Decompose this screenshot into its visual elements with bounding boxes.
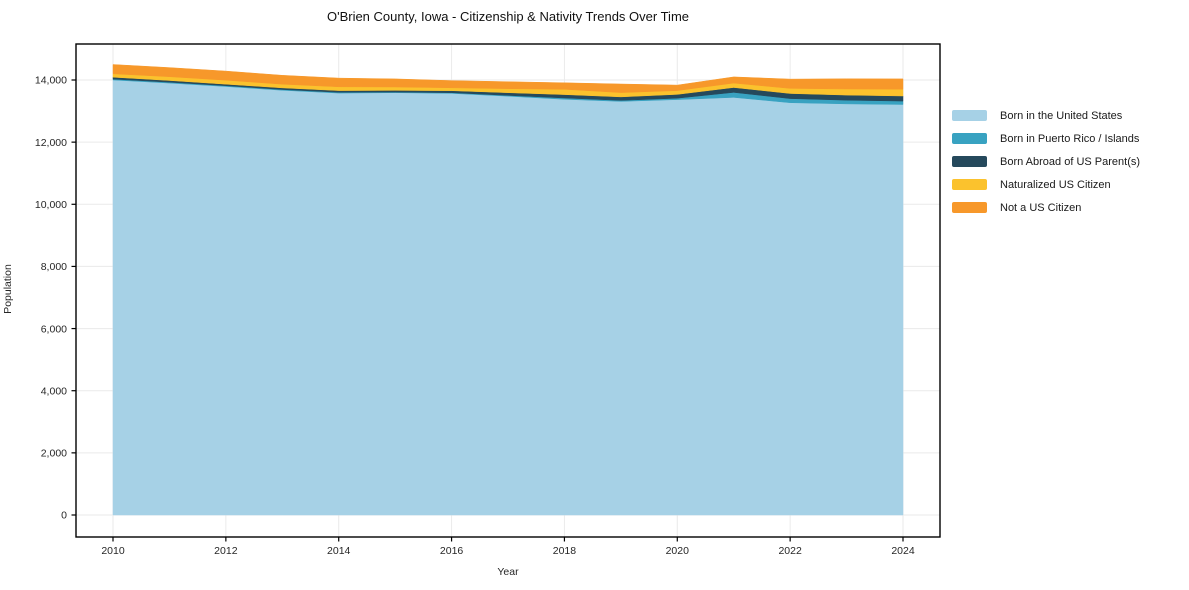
x-tick-label: 2010: [101, 545, 125, 557]
y-axis-label: Population: [2, 264, 14, 314]
x-tick-label: 2014: [327, 545, 351, 557]
x-tick-label: 2022: [778, 545, 802, 557]
legend-swatch-born-in-us: [952, 110, 987, 121]
legend-swatch-naturalized: [952, 179, 987, 190]
legend: Born in the United States Born in Puerto…: [952, 104, 1140, 219]
area-not-a-us-citizen: [112, 64, 904, 93]
legend-label: Not a US Citizen: [1000, 201, 1082, 214]
x-tick-label: 2024: [891, 545, 915, 557]
legend-item: Born in the United States: [952, 104, 1140, 127]
legend-label: Naturalized US Citizen: [1000, 178, 1111, 191]
legend-item: Born in Puerto Rico / Islands: [952, 127, 1140, 150]
legend-label: Born Abroad of US Parent(s): [1000, 155, 1141, 168]
x-tick-label: 2016: [440, 545, 464, 557]
y-tick-label: 0: [61, 510, 67, 522]
y-tick-label: 2,000: [41, 448, 67, 460]
legend-swatch-born-abroad: [952, 156, 987, 167]
x-tick-label: 2020: [666, 545, 690, 557]
y-tick-label: 8,000: [41, 261, 67, 273]
chart-title: O'Brien County, Iowa - Citizenship & Nat…: [326, 9, 690, 24]
y-tick-label: 14,000: [35, 75, 67, 87]
y-tick-label: 4,000: [41, 385, 67, 397]
legend-swatch-not-citizen: [952, 202, 987, 213]
x-tick-label: 2012: [214, 545, 238, 557]
plot-border: [75, 43, 941, 538]
y-tick-label: 6,000: [41, 323, 67, 335]
legend-swatch-born-puerto-rico: [952, 133, 987, 144]
x-tick-label: 2018: [553, 545, 577, 557]
legend-item: Not a US Citizen: [952, 196, 1140, 219]
area-born-in-the-united-states: [112, 79, 904, 516]
legend-label: Born in Puerto Rico / Islands: [1000, 132, 1140, 145]
x-axis-label: Year: [497, 566, 519, 578]
legend-item: Naturalized US Citizen: [952, 173, 1140, 196]
y-tick-label: 12,000: [35, 137, 67, 149]
y-tick-label: 10,000: [35, 199, 67, 211]
legend-label: Born in the United States: [1000, 109, 1123, 122]
legend-item: Born Abroad of US Parent(s): [952, 150, 1140, 173]
